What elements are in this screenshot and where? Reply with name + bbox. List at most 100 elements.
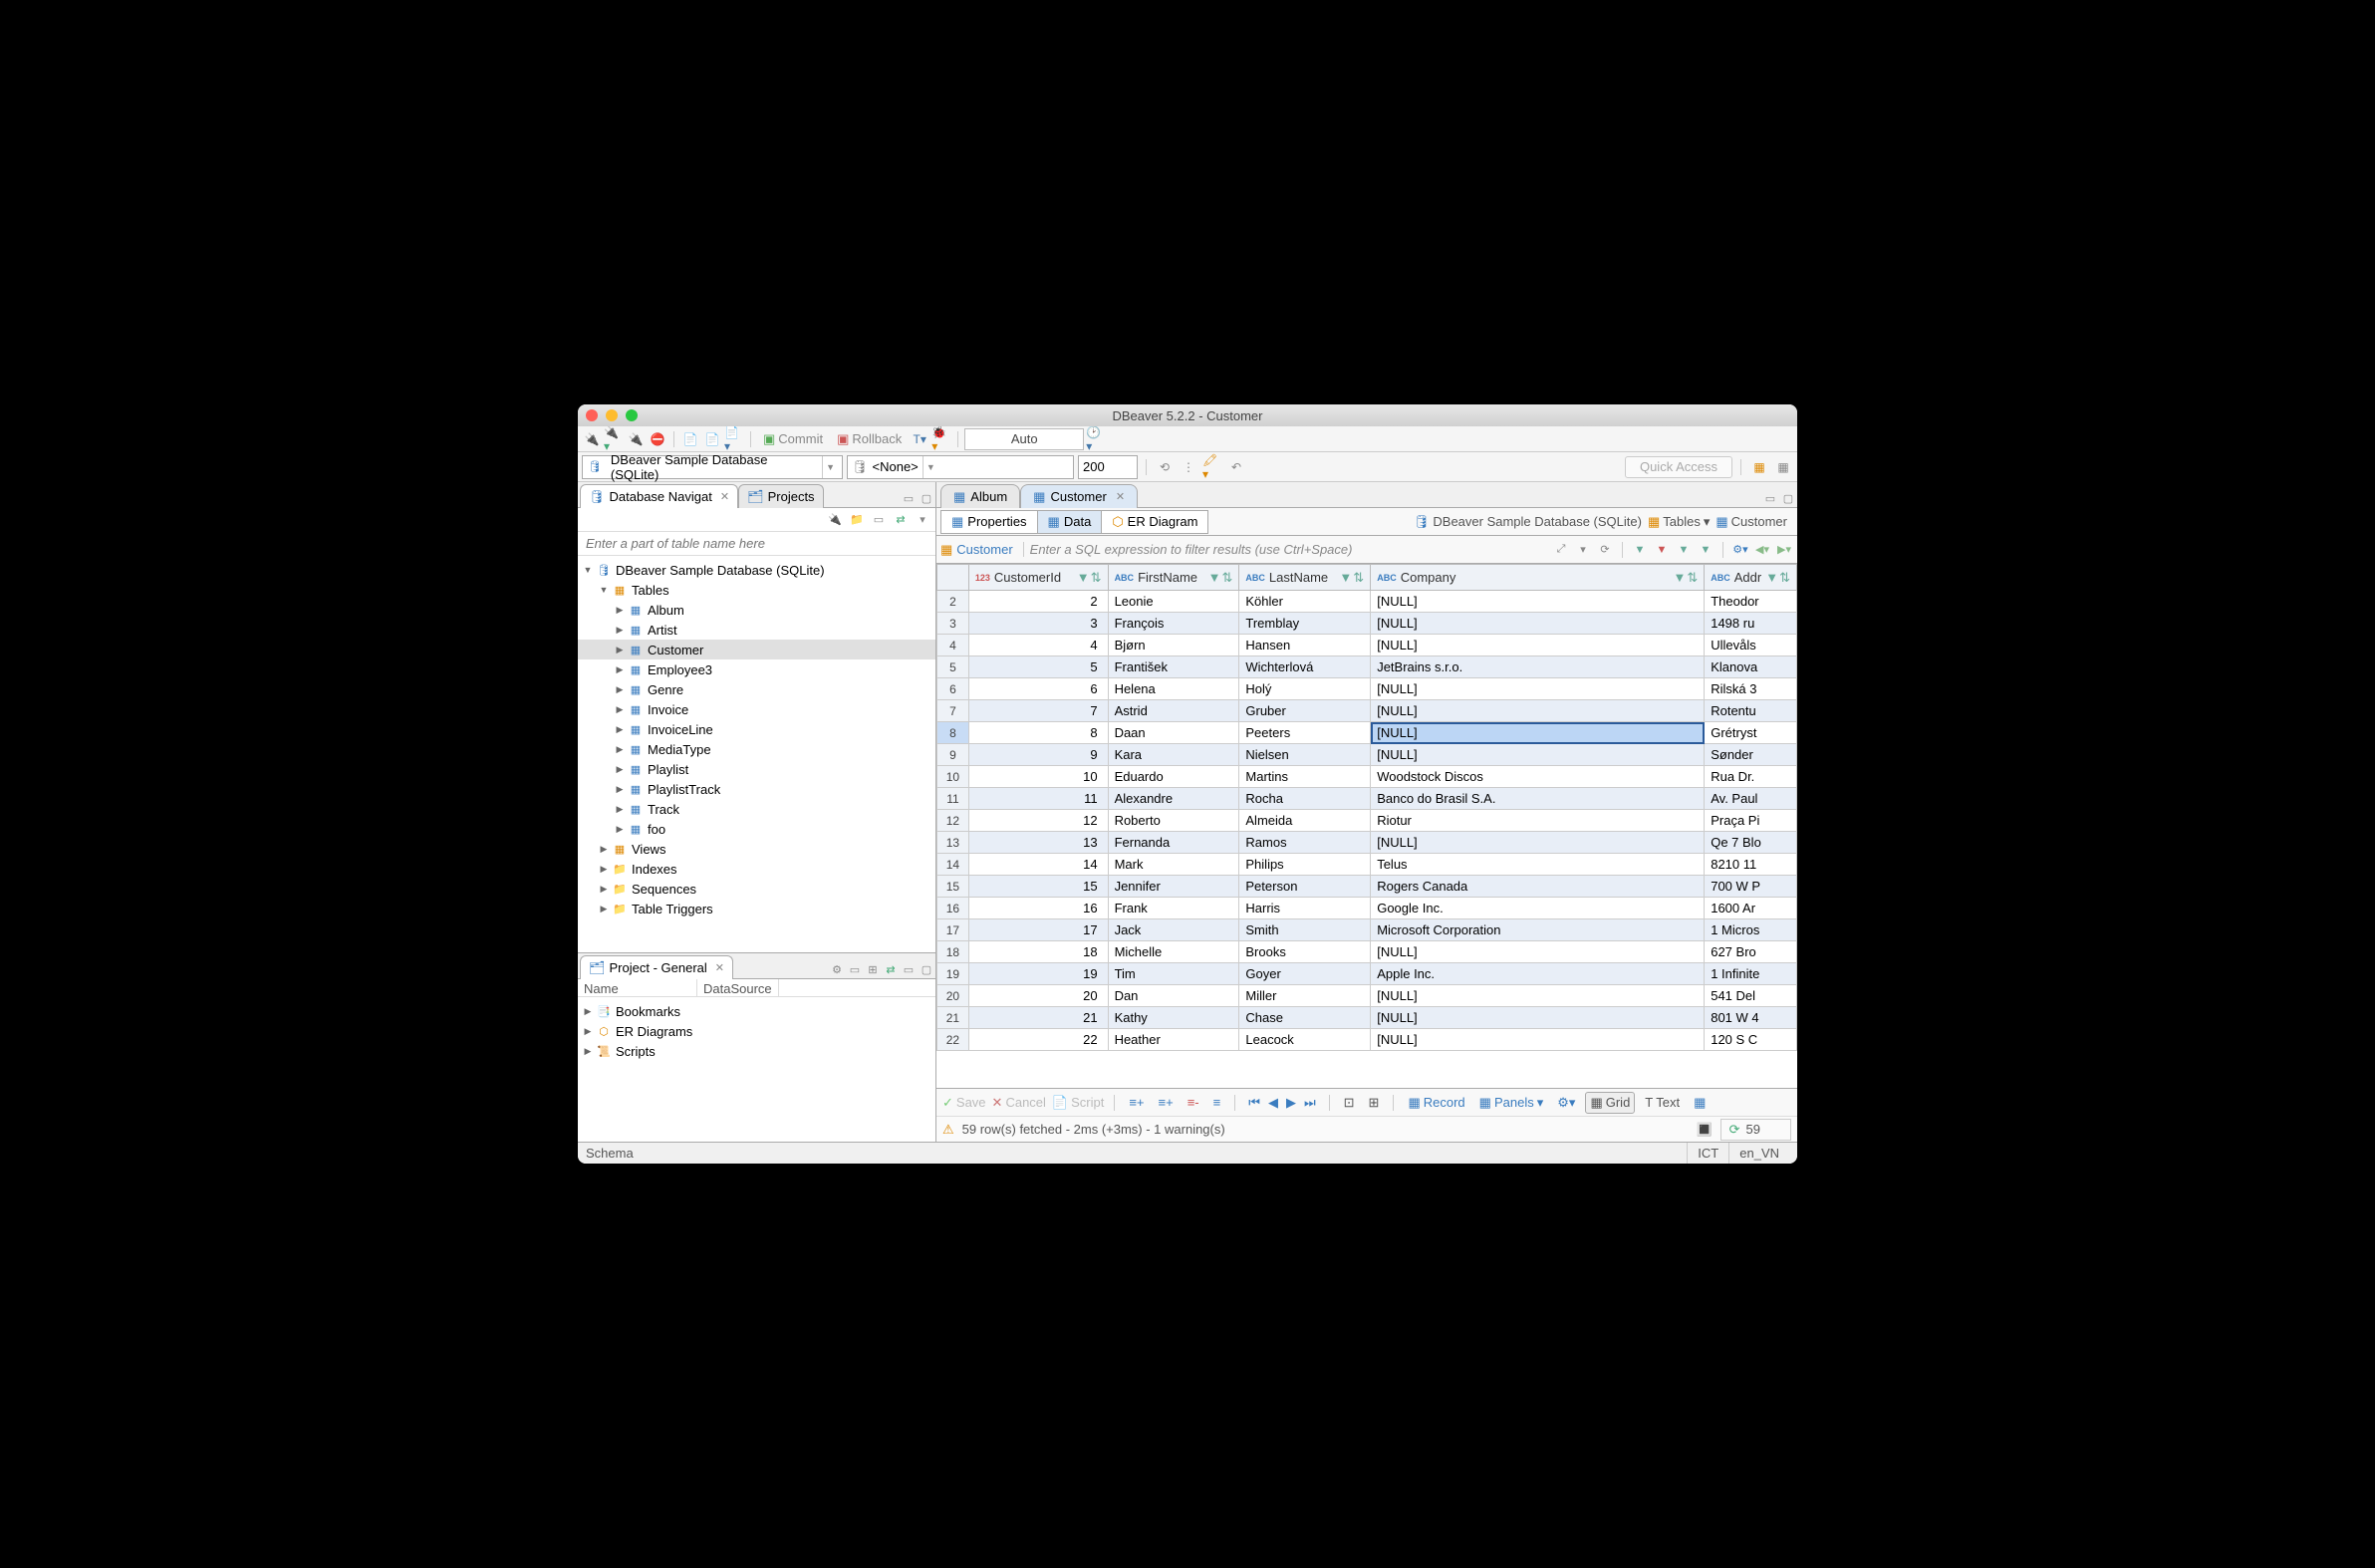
export-icon[interactable]: ▦ <box>1690 1093 1710 1113</box>
duplicate-row-icon[interactable]: ≡+ <box>1155 1093 1178 1112</box>
minimize-window[interactable] <box>606 409 618 421</box>
history-icon[interactable]: 🕑▾ <box>1086 429 1106 449</box>
column-header-addr[interactable]: ABC Addr▼⇅ <box>1705 565 1797 591</box>
txn-log-icon[interactable]: 🐞▾ <box>931 429 951 449</box>
tree-table-track[interactable]: ▶▦Track <box>578 799 935 819</box>
tree-table-genre[interactable]: ▶▦Genre <box>578 679 935 699</box>
table-row[interactable]: 1818MichelleBrooks[NULL]627 Bro <box>937 941 1797 963</box>
prev-page-icon[interactable]: ◀ <box>1265 1093 1281 1113</box>
refresh-filter-icon[interactable]: ⟳ <box>1596 541 1614 559</box>
table-row[interactable]: 99KaraNielsen[NULL]Sønder <box>937 744 1797 766</box>
tab-album[interactable]: ▦Album <box>940 484 1020 508</box>
tree-folder-views[interactable]: ▶▦Views <box>578 839 935 859</box>
table-row[interactable]: 2222HeatherLeacock[NULL]120 S C <box>937 1029 1797 1051</box>
minimize-editor-icon[interactable]: ▭ <box>1761 489 1779 507</box>
row-limit-input[interactable]: 200 <box>1078 455 1138 479</box>
txn-mode-icon[interactable]: T▾ <box>910 429 929 449</box>
subtab-properties[interactable]: ▦Properties <box>940 510 1038 534</box>
next-page-icon[interactable]: ▶ <box>1283 1093 1299 1113</box>
project-item-scripts[interactable]: ▶📜Scripts <box>578 1041 935 1061</box>
last-page-icon[interactable]: ⏭ <box>1301 1093 1319 1113</box>
commit-mode-dropdown[interactable]: Auto <box>964 428 1084 450</box>
table-row[interactable]: 1010EduardoMartinsWoodstock DiscosRua Dr… <box>937 766 1797 788</box>
tree-folder-sequences[interactable]: ▶📁Sequences <box>578 879 935 899</box>
datasource-combo[interactable]: 🛢DBeaver Sample Database (SQLite)▼ <box>582 455 843 479</box>
connect-icon[interactable]: 🔌 <box>582 429 602 449</box>
tree-tables-folder[interactable]: ▼▦Tables <box>578 580 935 600</box>
script-button[interactable]: 📄Script <box>1052 1095 1104 1111</box>
new-folder-icon[interactable]: 📁 <box>848 511 866 529</box>
table-row[interactable]: 88DaanPeeters[NULL]Grétryst <box>937 722 1797 744</box>
tab-project-general[interactable]: 🗂Project - General✕ <box>580 955 733 979</box>
close-window[interactable] <box>586 409 598 421</box>
breadcrumb-db[interactable]: 🛢DBeaver Sample Database (SQLite) <box>1414 514 1642 530</box>
edit-row-icon[interactable]: ≡ <box>1209 1093 1225 1112</box>
filter-history-icon[interactable]: ▾ <box>1574 541 1592 559</box>
table-row[interactable]: 33FrançoisTremblay[NULL]1498 ru <box>937 613 1797 635</box>
tree-table-playlist[interactable]: ▶▦Playlist <box>578 759 935 779</box>
tree-table-customer[interactable]: ▶▦Customer <box>578 640 935 659</box>
record-button[interactable]: ▦ Record <box>1404 1093 1468 1113</box>
recent-sql-icon[interactable]: 📄▾ <box>724 429 744 449</box>
disconnect-icon[interactable]: 🔌 <box>626 429 646 449</box>
breadcrumb-table[interactable]: ▦Customer <box>1715 514 1787 530</box>
refresh-icon[interactable]: ⟲ <box>1155 457 1175 477</box>
table-row[interactable]: 1919TimGoyerApple Inc.1 Infinite <box>937 963 1797 985</box>
filter-input[interactable]: Enter a SQL expression to filter results… <box>1023 542 1546 557</box>
tree-database-root[interactable]: ▼🛢DBeaver Sample Database (SQLite) <box>578 560 935 580</box>
table-row[interactable]: 2020DanMiller[NULL]541 Del <box>937 985 1797 1007</box>
add-row-icon[interactable]: ≡+ <box>1125 1093 1148 1112</box>
table-row[interactable]: 1111AlexandreRochaBanco do Brasil S.A.Av… <box>937 788 1797 810</box>
clear-filter-icon[interactable]: ▼ <box>1653 541 1671 559</box>
column-header-company[interactable]: ABC Company▼⇅ <box>1371 565 1705 591</box>
navigator-filter-input[interactable] <box>578 532 935 556</box>
gear-icon[interactable]: ⚙ <box>828 960 846 978</box>
config-icon[interactable]: ⚙▾ <box>1731 541 1749 559</box>
back-arrow-icon[interactable]: ◀▾ <box>1753 541 1771 559</box>
filter-icon[interactable]: ▼ <box>1631 541 1649 559</box>
tree-table-playlisttrack[interactable]: ▶▦PlaylistTrack <box>578 779 935 799</box>
tree-table-employee3[interactable]: ▶▦Employee3 <box>578 659 935 679</box>
commit-button[interactable]: ▣Commit <box>757 429 829 449</box>
close-icon[interactable]: ✕ <box>720 490 729 503</box>
stop-icon[interactable]: ⋮ <box>1179 457 1198 477</box>
grid-view-button[interactable]: ▦ Grid <box>1585 1092 1635 1114</box>
save-button[interactable]: ✓Save <box>942 1095 986 1111</box>
forward-arrow-icon[interactable]: ▶▾ <box>1775 541 1793 559</box>
subtab-data[interactable]: ▦Data <box>1037 510 1103 534</box>
data-grid[interactable]: 123 CustomerId▼⇅ABC FirstName▼⇅ABC LastN… <box>936 564 1797 1088</box>
tree-folder-indexes[interactable]: ▶📁Indexes <box>578 859 935 879</box>
rowcount-icon[interactable]: 🔳 <box>1696 1122 1712 1138</box>
minimize-panel-icon[interactable]: ▭ <box>900 489 918 507</box>
menu-icon[interactable]: ▾ <box>914 511 931 529</box>
text-view-button[interactable]: T Text <box>1641 1093 1684 1112</box>
project-item-er-diagrams[interactable]: ▶⬡ER Diagrams <box>578 1021 935 1041</box>
tree-table-artist[interactable]: ▶▦Artist <box>578 620 935 640</box>
invalidate-icon[interactable]: ⛔ <box>648 429 667 449</box>
row-count-box[interactable]: ⟳59 <box>1720 1119 1791 1141</box>
close-icon[interactable]: ✕ <box>1116 490 1125 503</box>
settings-icon[interactable]: ⚙▾ <box>1553 1093 1579 1113</box>
table-row[interactable]: 22LeonieKöhler[NULL]Theodor <box>937 591 1797 613</box>
first-page-icon[interactable]: ⏮ <box>1245 1093 1263 1113</box>
tab-database-navigator[interactable]: 🛢Database Navigat✕ <box>580 484 738 508</box>
filter-add-icon[interactable]: ▼ <box>1675 541 1693 559</box>
expand-icon[interactable]: ⊞ <box>864 960 882 978</box>
collapse-icon[interactable]: ▭ <box>846 960 864 978</box>
column-header-customerid[interactable]: 123 CustomerId▼⇅ <box>968 565 1108 591</box>
collapse-icon[interactable]: ▭ <box>870 511 888 529</box>
new-connection-mini-icon[interactable]: 🔌 <box>826 511 844 529</box>
column-header-firstname[interactable]: ABC FirstName▼⇅ <box>1108 565 1239 591</box>
expand-filter-icon[interactable]: ⤢ <box>1552 541 1570 559</box>
fetch-size-icon[interactable]: ⊡ <box>1340 1093 1359 1113</box>
quick-access[interactable]: Quick Access <box>1625 456 1732 478</box>
tree-table-album[interactable]: ▶▦Album <box>578 600 935 620</box>
back-icon[interactable]: ↶ <box>1226 457 1246 477</box>
project-item-bookmarks[interactable]: ▶📑Bookmarks <box>578 1001 935 1021</box>
table-row[interactable]: 1313FernandaRamos[NULL]Qe 7 Blo <box>937 832 1797 854</box>
tree-table-foo[interactable]: ▶▦foo <box>578 819 935 839</box>
table-row[interactable]: 44BjørnHansen[NULL]Ullevåls <box>937 635 1797 656</box>
column-header-lastname[interactable]: ABC LastName▼⇅ <box>1239 565 1371 591</box>
table-row[interactable]: 55FrantišekWichterlováJetBrains s.r.o.Kl… <box>937 656 1797 678</box>
maximize-panel-icon[interactable]: ▢ <box>918 489 935 507</box>
